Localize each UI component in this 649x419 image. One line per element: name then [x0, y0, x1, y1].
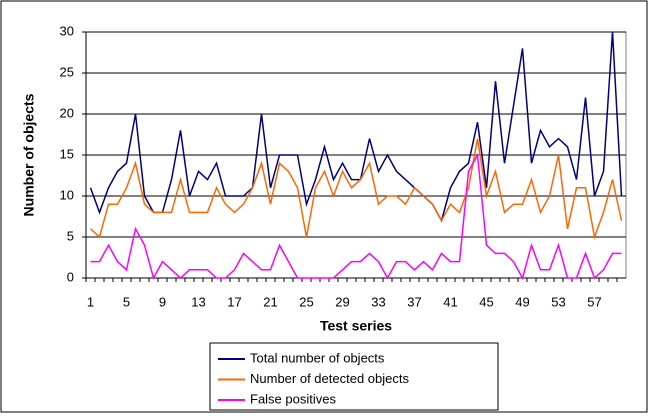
legend-label: False positives: [250, 391, 336, 406]
x-tick-label: 57: [587, 294, 601, 309]
legend-box: [209, 342, 499, 411]
y-tick-label: 15: [60, 146, 74, 161]
legend-label: Total number of objects: [250, 350, 385, 365]
x-axis-title: Test series: [320, 318, 392, 334]
x-tick-label: 49: [515, 294, 529, 309]
x-tick-label: 41: [443, 294, 457, 309]
x-tick-label: 25: [299, 294, 313, 309]
x-tick-label: 29: [335, 294, 349, 309]
y-tick-label: 30: [60, 23, 74, 38]
series-line: [89, 138, 623, 240]
x-tick-label: 1: [87, 294, 94, 309]
x-tick-label: 53: [551, 294, 565, 309]
y-tick-label: 25: [60, 64, 74, 79]
x-tick-label: 21: [263, 294, 277, 309]
y-tick-label: 5: [67, 228, 74, 243]
y-tick-label: 20: [60, 105, 74, 120]
x-tick-label: 33: [371, 294, 385, 309]
y-axis-title: Number of objects: [21, 93, 37, 216]
x-tick-label: 45: [479, 294, 493, 309]
series-line: [89, 31, 623, 223]
series-line: [90, 152, 622, 280]
x-tick-label: 13: [191, 294, 205, 309]
x-tick-label: 37: [407, 294, 421, 309]
y-tick-label: 10: [60, 187, 74, 202]
x-tick-label: 17: [227, 294, 241, 309]
x-tick-label: 9: [159, 294, 166, 309]
x-tick-label: 5: [123, 294, 130, 309]
y-tick-label: 0: [67, 269, 74, 284]
legend-label: Number of detected objects: [250, 371, 409, 386]
